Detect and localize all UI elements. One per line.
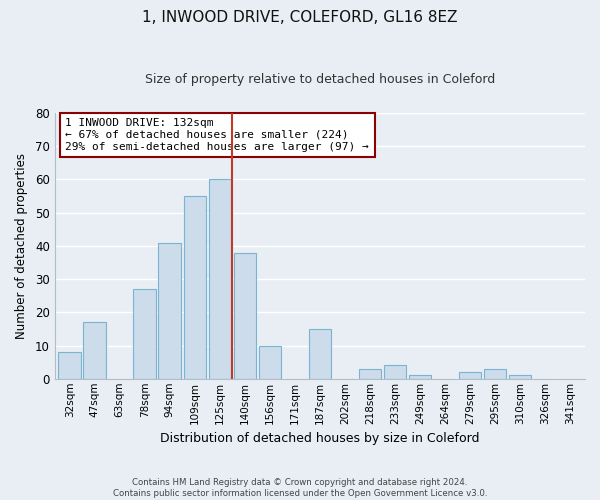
Bar <box>259 346 281 379</box>
Bar <box>409 376 431 379</box>
Text: 1, INWOOD DRIVE, COLEFORD, GL16 8EZ: 1, INWOOD DRIVE, COLEFORD, GL16 8EZ <box>142 10 458 25</box>
Bar <box>484 369 506 379</box>
Bar <box>308 329 331 379</box>
Bar <box>383 366 406 379</box>
Title: Size of property relative to detached houses in Coleford: Size of property relative to detached ho… <box>145 72 495 86</box>
Bar <box>359 369 381 379</box>
Text: 1 INWOOD DRIVE: 132sqm
← 67% of detached houses are smaller (224)
29% of semi-de: 1 INWOOD DRIVE: 132sqm ← 67% of detached… <box>65 118 369 152</box>
Bar <box>83 322 106 379</box>
Bar <box>458 372 481 379</box>
Bar <box>133 289 156 379</box>
Bar <box>509 376 531 379</box>
Bar <box>58 352 81 379</box>
Text: Contains HM Land Registry data © Crown copyright and database right 2024.
Contai: Contains HM Land Registry data © Crown c… <box>113 478 487 498</box>
X-axis label: Distribution of detached houses by size in Coleford: Distribution of detached houses by size … <box>160 432 479 445</box>
Bar <box>184 196 206 379</box>
Bar <box>233 252 256 379</box>
Bar <box>209 180 231 379</box>
Y-axis label: Number of detached properties: Number of detached properties <box>15 153 28 339</box>
Bar <box>158 242 181 379</box>
